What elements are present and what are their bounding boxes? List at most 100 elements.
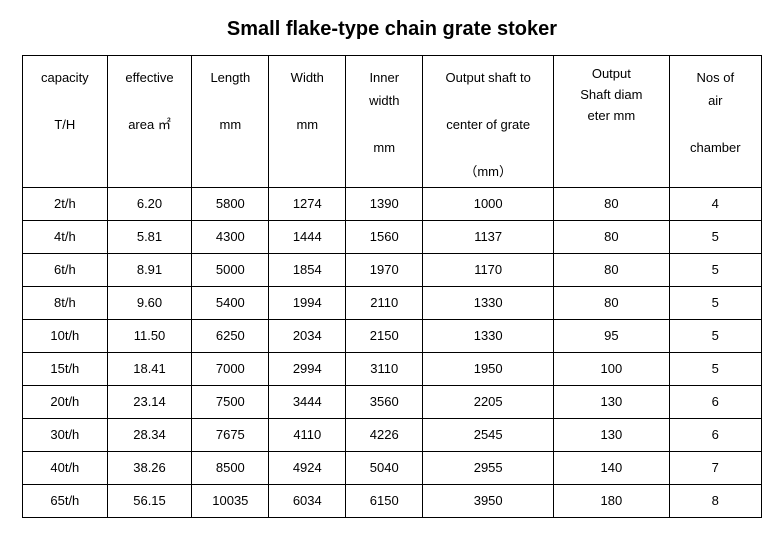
table-cell: 140 [554,451,669,484]
table-row: 8t/h9.605400199421101330805 [23,286,762,319]
col-header: effectivearea ㎡ [107,56,192,188]
table-cell: 8t/h [23,286,108,319]
table-row: 65t/h56.15100356034615039501808 [23,484,762,517]
table-cell: 3950 [423,484,554,517]
table-row: 2t/h6.205800127413901000804 [23,187,762,220]
table-cell: 56.15 [107,484,192,517]
table-cell: 1330 [423,286,554,319]
table-cell: 30t/h [23,418,108,451]
table-cell: 4 [669,187,761,220]
table-cell: 4t/h [23,220,108,253]
page-title: Small flake-type chain grate stoker [22,18,762,41]
table-cell: 6034 [269,484,346,517]
table-cell: 130 [554,385,669,418]
table-cell: 2150 [346,319,423,352]
col-header: capacityT/H [23,56,108,188]
table-cell: 2955 [423,451,554,484]
table-cell: 7500 [192,385,269,418]
table-cell: 1854 [269,253,346,286]
table-cell: 7000 [192,352,269,385]
table-cell: 11.50 [107,319,192,352]
table-cell: 23.14 [107,385,192,418]
table-cell: 40t/h [23,451,108,484]
table-cell: 5 [669,286,761,319]
table-cell: 2994 [269,352,346,385]
table-cell: 5040 [346,451,423,484]
table-cell: 15t/h [23,352,108,385]
table-cell: 18.41 [107,352,192,385]
table-cell: 80 [554,187,669,220]
table-row: 10t/h11.506250203421501330955 [23,319,762,352]
table-cell: 100 [554,352,669,385]
table-cell: 4226 [346,418,423,451]
table-cell: 5000 [192,253,269,286]
col-header: Widthmm [269,56,346,188]
table-cell: 5400 [192,286,269,319]
table-row: 15t/h18.4170002994311019501005 [23,352,762,385]
table-cell: 6250 [192,319,269,352]
table-cell: 7 [669,451,761,484]
table-row: 40t/h38.2685004924504029551407 [23,451,762,484]
table-cell: 9.60 [107,286,192,319]
col-header: Nos ofairchamber [669,56,761,188]
table-cell: 6 [669,385,761,418]
table-cell: 1274 [269,187,346,220]
col-header: Innerwidthmm [346,56,423,188]
table-cell: 180 [554,484,669,517]
table-cell: 2205 [423,385,554,418]
table-cell: 1000 [423,187,554,220]
table-cell: 10035 [192,484,269,517]
col-header: Lengthmm [192,56,269,188]
table-row: 20t/h23.1475003444356022051306 [23,385,762,418]
table-cell: 7675 [192,418,269,451]
table-cell: 1444 [269,220,346,253]
table-cell: 8500 [192,451,269,484]
table-cell: 5 [669,253,761,286]
table-cell: 3110 [346,352,423,385]
table-cell: 6.20 [107,187,192,220]
table-cell: 2110 [346,286,423,319]
table-cell: 1170 [423,253,554,286]
table-cell: 6 [669,418,761,451]
col-header: Output shaft tocenter of grate（mm） [423,56,554,188]
table-cell: 4924 [269,451,346,484]
table-cell: 1560 [346,220,423,253]
table-cell: 38.26 [107,451,192,484]
table-cell: 3560 [346,385,423,418]
table-cell: 1970 [346,253,423,286]
table-cell: 5 [669,352,761,385]
table-cell: 4300 [192,220,269,253]
spec-table: capacityT/Heffectivearea ㎡LengthmmWidthm… [22,55,762,518]
table-cell: 3444 [269,385,346,418]
table-cell: 5 [669,319,761,352]
col-header: OutputShaft diameter mm [554,56,669,188]
table-cell: 6150 [346,484,423,517]
table-row: 30t/h28.3476754110422625451306 [23,418,762,451]
table-cell: 8.91 [107,253,192,286]
table-cell: 1137 [423,220,554,253]
table-cell: 1950 [423,352,554,385]
table-cell: 20t/h [23,385,108,418]
table-cell: 65t/h [23,484,108,517]
table-cell: 80 [554,286,669,319]
table-cell: 10t/h [23,319,108,352]
table-cell: 130 [554,418,669,451]
table-cell: 1330 [423,319,554,352]
table-cell: 5800 [192,187,269,220]
table-cell: 80 [554,253,669,286]
table-cell: 80 [554,220,669,253]
table-cell: 5.81 [107,220,192,253]
table-cell: 2t/h [23,187,108,220]
table-cell: 28.34 [107,418,192,451]
table-row: 6t/h8.915000185419701170805 [23,253,762,286]
table-cell: 4110 [269,418,346,451]
table-cell: 2034 [269,319,346,352]
table-cell: 1994 [269,286,346,319]
table-cell: 2545 [423,418,554,451]
table-cell: 5 [669,220,761,253]
table-cell: 8 [669,484,761,517]
table-row: 4t/h5.814300144415601137805 [23,220,762,253]
table-cell: 6t/h [23,253,108,286]
table-cell: 95 [554,319,669,352]
table-cell: 1390 [346,187,423,220]
